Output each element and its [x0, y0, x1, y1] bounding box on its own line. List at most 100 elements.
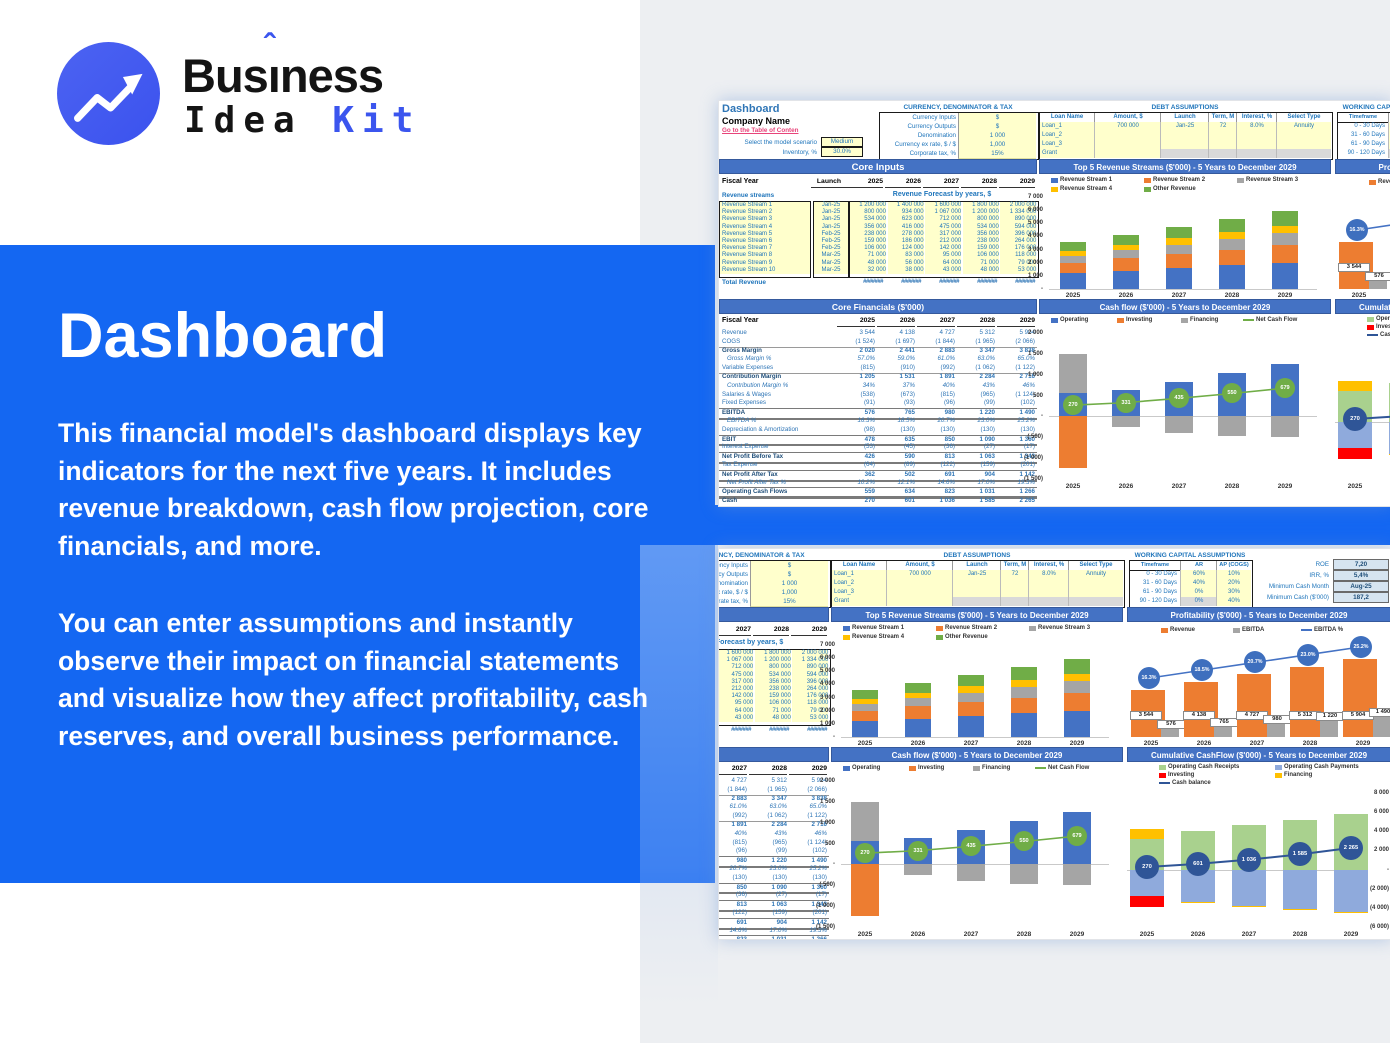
debt-cell[interactable] — [1236, 131, 1277, 140]
revenue-value-cell[interactable]: 1 600 000 — [925, 202, 962, 210]
debt-cell[interactable]: 72 — [1000, 570, 1029, 579]
wc-cell[interactable]: 40% — [1216, 597, 1251, 606]
scenario-select[interactable]: Medium — [821, 137, 863, 147]
revenue-value-cell[interactable]: 56 000 — [887, 259, 924, 267]
revenue-value-cell[interactable]: 264 000 — [1000, 238, 1037, 246]
wc-cell[interactable]: 40% — [1180, 579, 1217, 588]
revenue-value-cell[interactable]: 1 400 000 — [887, 202, 924, 210]
revenue-value-cell[interactable]: 416 000 — [887, 223, 924, 231]
debt-cell[interactable]: Annuity — [1068, 570, 1123, 579]
revenue-value-cell[interactable]: 43 000 — [719, 714, 754, 722]
revenue-stream-name[interactable]: Revenue Stream 2 — [720, 209, 810, 217]
debt-cell[interactable] — [1028, 588, 1069, 597]
revenue-value-cell[interactable]: 800 000 — [754, 664, 791, 672]
wc-cell[interactable]: 40% — [1388, 131, 1390, 140]
revenue-value-cell[interactable]: 800 000 — [850, 209, 886, 217]
revenue-launch-cell[interactable]: Jan-25 — [814, 216, 848, 224]
debt-cell[interactable]: 8.0% — [1236, 122, 1277, 131]
revenue-value-cell[interactable]: 71 000 — [962, 259, 999, 267]
revenue-value-cell[interactable]: 176 000 — [1000, 245, 1037, 253]
debt-cell[interactable]: 700 000 — [886, 570, 953, 579]
debt-cell[interactable]: 700 000 — [1094, 122, 1161, 131]
revenue-value-cell[interactable]: 48 000 — [754, 714, 791, 722]
debt-cell[interactable]: Loan_2 — [832, 579, 886, 588]
revenue-value-cell[interactable]: 1 800 000 — [962, 202, 999, 210]
currency-row-value[interactable]: 15% — [750, 597, 828, 607]
revenue-launch-cell[interactable]: Feb-25 — [814, 238, 848, 246]
wc-cell[interactable]: 0% — [1180, 588, 1217, 597]
revenue-value-cell[interactable]: 1 600 000 — [719, 650, 754, 658]
revenue-value-cell[interactable]: 238 000 — [754, 686, 791, 694]
revenue-value-cell[interactable]: 95 000 — [925, 252, 962, 260]
revenue-value-cell[interactable]: 238 000 — [850, 230, 886, 238]
debt-cell[interactable] — [1160, 140, 1209, 149]
revenue-value-cell[interactable]: 159 000 — [850, 238, 886, 246]
revenue-value-cell[interactable]: 2 000 000 — [792, 650, 829, 658]
revenue-stream-name[interactable]: Revenue Stream 1 — [720, 202, 810, 210]
revenue-value-cell[interactable]: 594 000 — [1000, 223, 1037, 231]
revenue-value-cell[interactable]: 264 000 — [792, 686, 829, 694]
revenue-value-cell[interactable]: 71 000 — [850, 252, 886, 260]
debt-cell[interactable]: Grant — [1040, 149, 1094, 158]
revenue-value-cell[interactable]: 1 067 000 — [719, 657, 754, 665]
revenue-value-cell[interactable]: 1 800 000 — [754, 650, 791, 658]
revenue-value-cell[interactable]: 64 000 — [719, 707, 754, 715]
debt-cell[interactable] — [1000, 588, 1029, 597]
revenue-value-cell[interactable]: 118 000 — [1000, 252, 1037, 260]
debt-cell[interactable] — [1068, 588, 1123, 597]
currency-row-value[interactable]: 15% — [958, 149, 1036, 159]
revenue-value-cell[interactable]: 159 000 — [962, 245, 999, 253]
revenue-value-cell[interactable]: 534 000 — [754, 671, 791, 679]
debt-cell[interactable] — [952, 579, 1001, 588]
debt-cell[interactable] — [1276, 131, 1331, 140]
revenue-value-cell[interactable]: 124 000 — [887, 245, 924, 253]
debt-cell[interactable]: Jan-25 — [1160, 122, 1209, 131]
debt-cell[interactable] — [1000, 579, 1029, 588]
wc-cell[interactable]: 60% — [1180, 570, 1217, 579]
revenue-launch-cell[interactable]: Jan-25 — [814, 209, 848, 217]
revenue-value-cell[interactable]: 356 000 — [962, 230, 999, 238]
revenue-value-cell[interactable]: 118 000 — [792, 700, 829, 708]
inventory-input[interactable]: 30.0% — [821, 147, 863, 157]
revenue-value-cell[interactable]: 317 000 — [719, 678, 754, 686]
revenue-value-cell[interactable]: 712 000 — [925, 216, 962, 224]
revenue-value-cell[interactable]: 53 000 — [1000, 266, 1037, 274]
debt-cell[interactable] — [886, 588, 953, 597]
revenue-value-cell[interactable]: 106 000 — [850, 245, 886, 253]
revenue-value-cell[interactable]: 800 000 — [962, 216, 999, 224]
wc-cell[interactable]: 0% — [1388, 140, 1390, 149]
debt-cell[interactable]: Annuity — [1276, 122, 1331, 131]
debt-cell[interactable]: 72 — [1208, 122, 1237, 131]
debt-cell[interactable] — [886, 579, 953, 588]
debt-cell[interactable] — [1276, 140, 1331, 149]
revenue-value-cell[interactable]: 475 000 — [719, 671, 754, 679]
revenue-value-cell[interactable]: 1 200 000 — [850, 202, 886, 210]
wc-cell[interactable]: 10% — [1216, 570, 1251, 579]
revenue-value-cell[interactable]: 396 000 — [792, 678, 829, 686]
debt-cell[interactable] — [1068, 579, 1123, 588]
revenue-value-cell[interactable]: 2 000 000 — [1000, 202, 1037, 210]
revenue-value-cell[interactable]: 176 000 — [792, 693, 829, 701]
revenue-stream-name[interactable]: Revenue Stream 8 — [720, 252, 810, 260]
revenue-value-cell[interactable]: 890 000 — [792, 664, 829, 672]
revenue-value-cell[interactable]: 594 000 — [792, 671, 829, 679]
revenue-value-cell[interactable]: 317 000 — [925, 230, 962, 238]
revenue-value-cell[interactable]: 64 000 — [925, 259, 962, 267]
debt-cell[interactable] — [1094, 140, 1161, 149]
debt-cell[interactable] — [886, 597, 953, 606]
revenue-stream-name[interactable]: Revenue Stream 7 — [720, 245, 810, 253]
revenue-value-cell[interactable]: 1 067 000 — [925, 209, 962, 217]
revenue-value-cell[interactable]: 38 000 — [887, 266, 924, 274]
revenue-value-cell[interactable]: 159 000 — [754, 693, 791, 701]
revenue-value-cell[interactable]: 48 000 — [850, 259, 886, 267]
revenue-value-cell[interactable]: 79 000 — [1000, 259, 1037, 267]
revenue-value-cell[interactable]: 32 000 — [850, 266, 886, 274]
revenue-value-cell[interactable]: 1 200 000 — [754, 657, 791, 665]
revenue-stream-name[interactable]: Revenue Stream 5 — [720, 230, 810, 238]
revenue-launch-cell[interactable]: Jan-25 — [814, 223, 848, 231]
revenue-value-cell[interactable]: 238 000 — [962, 238, 999, 246]
debt-cell[interactable] — [1208, 131, 1237, 140]
debt-cell[interactable]: 8.0% — [1028, 570, 1069, 579]
revenue-value-cell[interactable]: 212 000 — [719, 686, 754, 694]
revenue-value-cell[interactable]: 79 000 — [792, 707, 829, 715]
